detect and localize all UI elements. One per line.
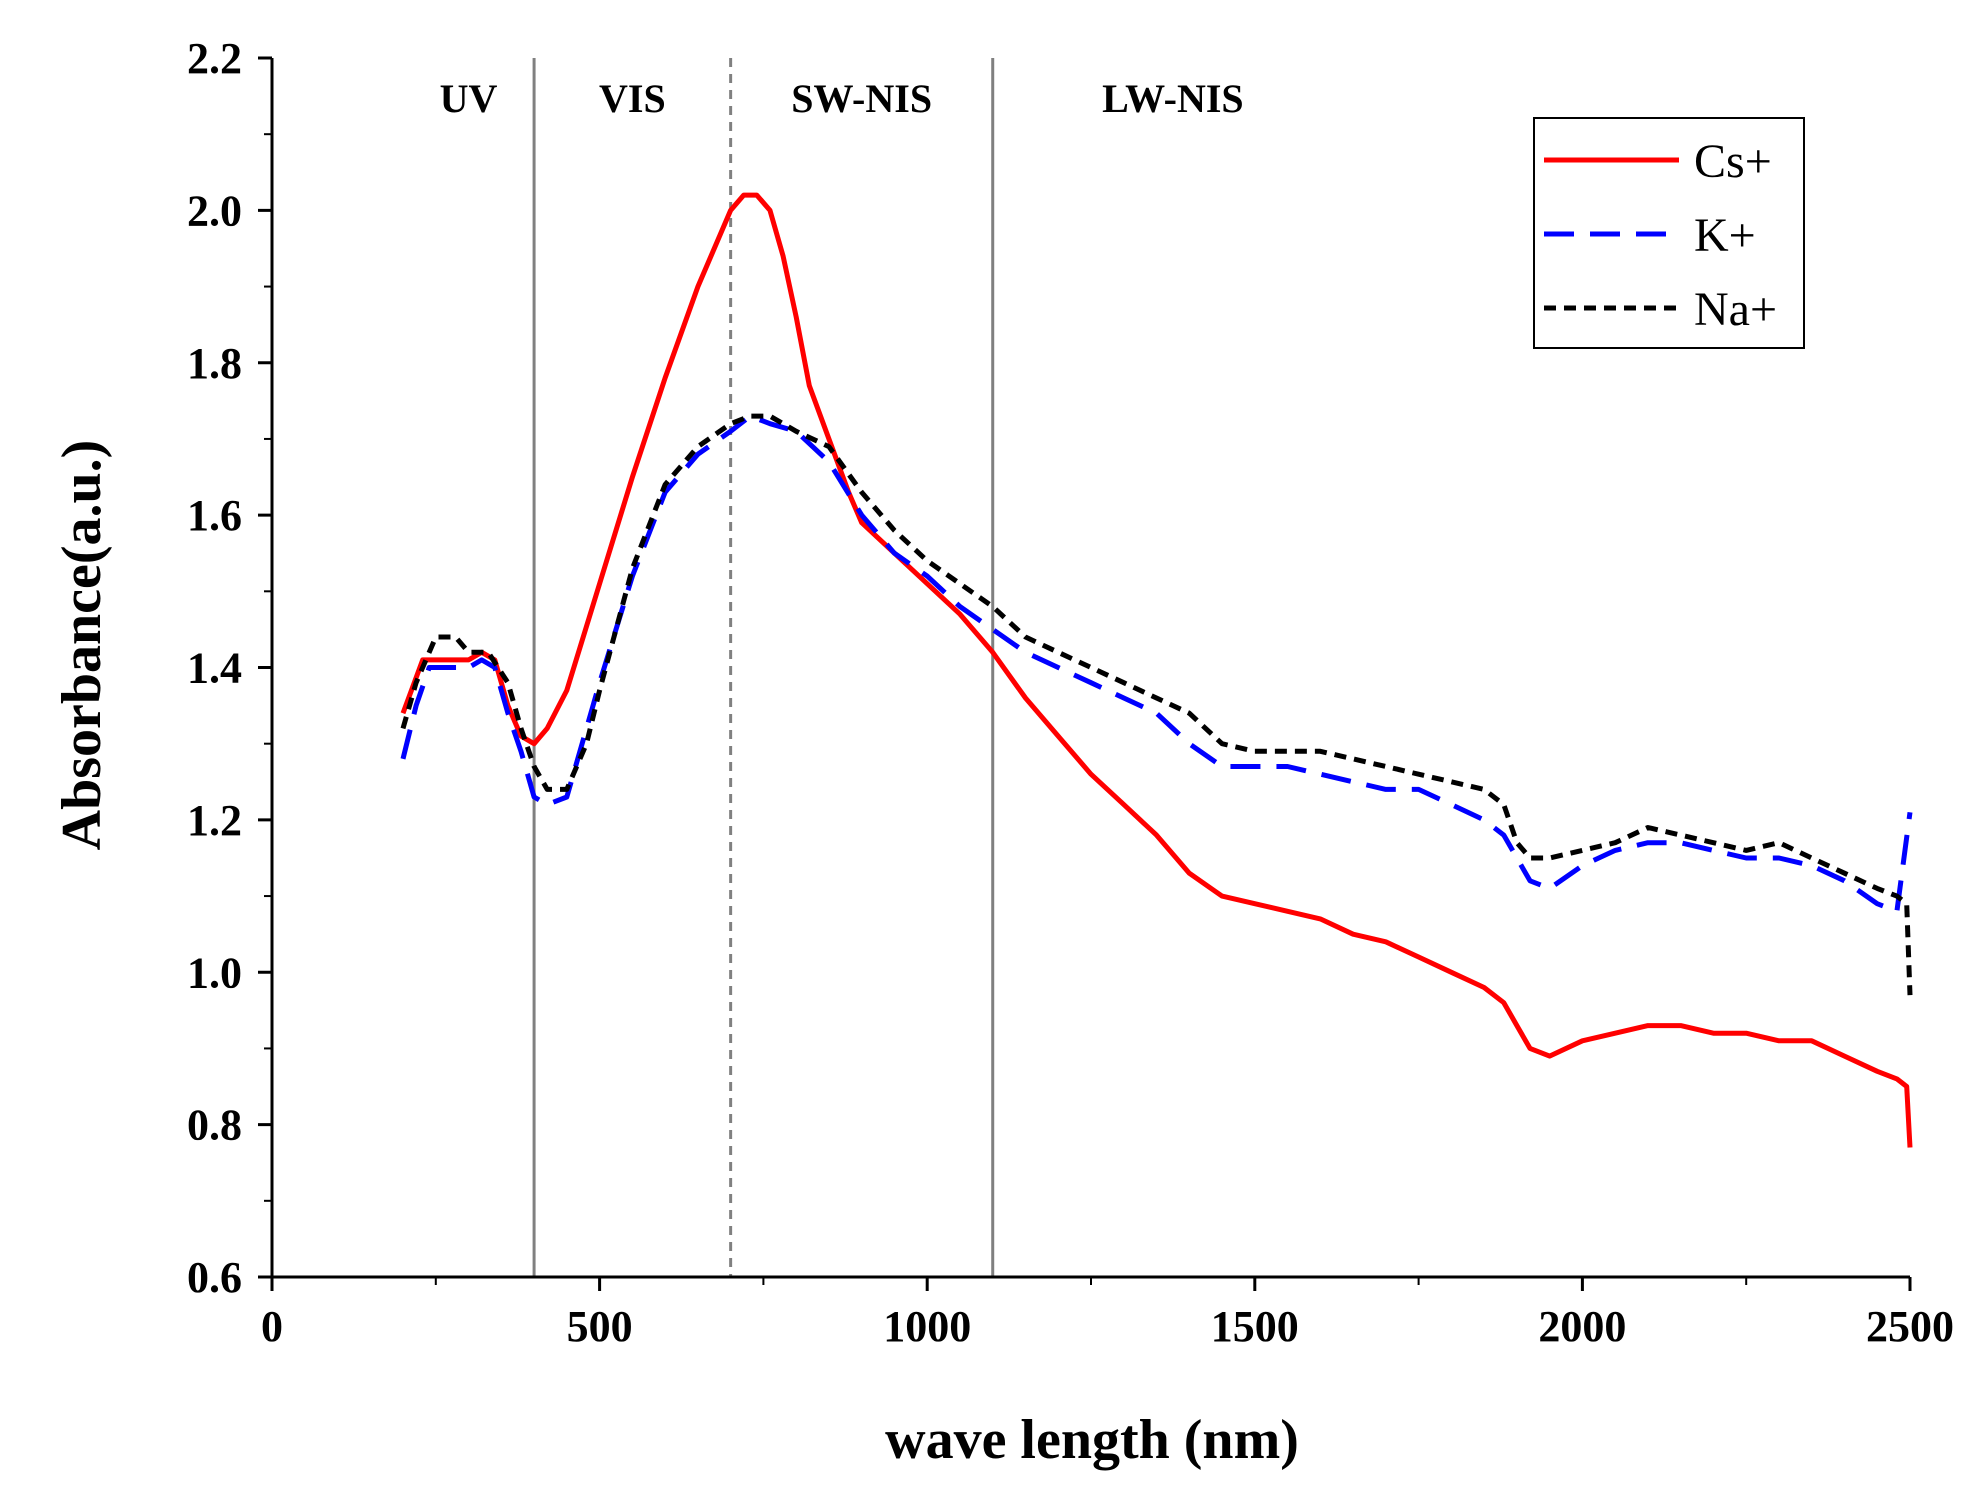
x-tick-label: 2000 [1538, 1302, 1626, 1351]
region-label: UV [440, 76, 498, 121]
series-line-cs [400, 192, 1913, 1148]
y-tick-label: 2.0 [187, 186, 242, 235]
y-tick-label: 1.8 [187, 339, 242, 388]
y-tick-label: 1.0 [187, 948, 242, 997]
y-tick-label: 1.4 [187, 644, 242, 693]
legend-label: Na+ [1694, 283, 1777, 336]
y-tick-label: 0.8 [187, 1101, 242, 1150]
x-tick-label: 0 [261, 1302, 283, 1351]
legend-label: Cs+ [1694, 135, 1772, 188]
axes [258, 56, 1912, 1291]
series-line-k [400, 413, 1913, 914]
x-tick-label: 1000 [883, 1302, 971, 1351]
y-tick-label: 0.6 [187, 1253, 242, 1302]
series-line-na [400, 413, 1913, 996]
region-labels: UV VIS SW-NIS LW-NIS [440, 76, 1244, 121]
tick-labels: 0 500 1000 1500 2000 2500 0.6 0.8 1.0 1.2 1.4 1.6 1.… [187, 34, 1954, 1351]
y-tick-label: 1.6 [187, 491, 242, 540]
legend: Cs+ K+ Na+ [1533, 117, 1805, 349]
y-tick-label: 2.2 [187, 34, 242, 83]
region-dividers [532, 58, 995, 1277]
x-axis-title: wave length (nm) [885, 1409, 1299, 1471]
x-tick-label: 500 [567, 1302, 633, 1351]
y-tick-label: 1.2 [187, 796, 242, 845]
legend-label: K+ [1694, 209, 1756, 262]
x-tick-label: 2500 [1866, 1302, 1954, 1351]
series-lines [400, 192, 1913, 1148]
y-axis-title: Absorbance(a.u.) [51, 440, 113, 851]
region-label: LW-NIS [1102, 76, 1244, 121]
region-label: SW-NIS [791, 76, 932, 121]
x-tick-label: 1500 [1211, 1302, 1299, 1351]
region-label: VIS [599, 76, 666, 121]
